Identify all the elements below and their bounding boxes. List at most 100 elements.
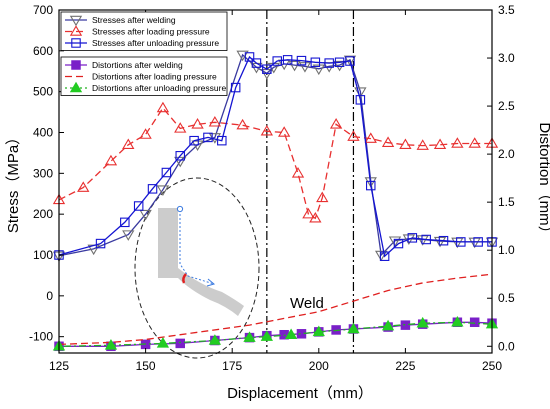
y-left-tick-label: 200 (33, 207, 53, 221)
data-point (251, 58, 262, 68)
data-point (260, 124, 273, 136)
y-left-tick-label: 300 (33, 166, 53, 180)
data-point (174, 156, 187, 168)
data-point (416, 316, 429, 328)
legend-box (60, 56, 228, 96)
x-tick-label: 225 (395, 359, 415, 373)
data-point (329, 118, 343, 129)
data-point (262, 64, 272, 74)
y-right-tick-label: 0.5 (498, 291, 515, 305)
data-point (310, 57, 321, 68)
y-axis-right-title: Distortion（mm） (536, 122, 550, 240)
data-point (381, 136, 395, 147)
data-point (147, 184, 158, 194)
data-point (334, 57, 345, 68)
data-point (347, 322, 360, 334)
data-point (230, 82, 241, 93)
data-point (120, 217, 130, 228)
y-axis-left-title: Stress（MPa） (5, 130, 22, 233)
weld-annotation: Weld (290, 295, 324, 312)
data-point (374, 250, 388, 262)
data-point (468, 137, 481, 148)
data-point (407, 233, 418, 243)
data-point (388, 236, 402, 247)
data-point (156, 101, 170, 113)
data-point (433, 236, 447, 248)
legend-stress: Stresses after welding Stresses after loa… (60, 11, 228, 51)
data-point (174, 122, 187, 133)
data-point (288, 60, 301, 72)
x-tick-label: 200 (309, 359, 329, 373)
data-point (272, 56, 282, 66)
y-right-tick-label: 3.0 (498, 51, 515, 65)
data-point (161, 167, 172, 178)
y-left-tick-label: 100 (33, 248, 53, 262)
data-point (175, 151, 185, 161)
y-left-tick-label: 500 (33, 85, 53, 99)
legend-label: Stresses after unloading pressure (92, 38, 219, 48)
data-point (400, 320, 411, 330)
data-point (355, 95, 366, 105)
x-tick-label: 175 (222, 359, 242, 373)
data-point (379, 251, 390, 261)
data-point (278, 126, 291, 137)
data-point (104, 339, 118, 350)
series-stresses-after-welding (52, 50, 499, 263)
x-tick-label: 150 (136, 359, 156, 373)
data-point (69, 81, 83, 93)
data-point (217, 135, 227, 146)
data-point (347, 130, 360, 141)
y-left-tick-label: 700 (33, 3, 53, 17)
data-point (291, 167, 305, 178)
data-point (77, 181, 90, 192)
data-point (156, 185, 170, 196)
data-point (451, 315, 464, 327)
legend-entry: Stresses after welding (65, 15, 176, 27)
data-point (393, 238, 404, 249)
data-point (191, 140, 204, 152)
data-point (473, 237, 483, 247)
data-point (156, 337, 170, 348)
data-point (438, 235, 449, 246)
frame-layer (58, 9, 493, 354)
data-point (191, 118, 204, 129)
data-point (421, 234, 431, 245)
plot-frame (58, 9, 493, 354)
legend-entry: Stresses after unloading pressure (65, 38, 219, 48)
legend-box (60, 11, 228, 51)
legend-entry: Distortions after welding (65, 60, 183, 70)
y-right-tick-label: 3.5 (498, 3, 515, 17)
inset-outline (134, 177, 260, 359)
legend-label: Distortions after loading pressure (92, 72, 217, 82)
legend-entry: Distortions after unloading pressure (65, 81, 226, 93)
measurement-path (179, 210, 215, 285)
data-point (324, 58, 334, 68)
legend-entry: Distortions after loading pressure (65, 72, 217, 82)
data-point (343, 55, 357, 67)
series-line (58, 273, 493, 346)
data-point (243, 331, 256, 342)
y-left-tick-label: 0 (46, 289, 53, 303)
data-point (71, 38, 81, 48)
data-point (451, 137, 464, 148)
data-point (139, 128, 152, 139)
y-right-tick-label: 1.5 (498, 195, 515, 209)
data-point (260, 330, 273, 341)
y-right-tick-label: 0.0 (498, 339, 515, 353)
series-layer (52, 50, 499, 352)
data-point (433, 138, 447, 149)
x-tick-label: 250 (482, 359, 502, 373)
data-point (316, 191, 329, 203)
data-point (122, 230, 135, 241)
plot-area (266, 10, 355, 353)
y-left-tick-label: 600 (33, 44, 53, 58)
legend-distortion: Distortions after welding Distortions aft… (60, 56, 228, 96)
data-point (309, 211, 322, 223)
data-point (122, 138, 135, 149)
series-stresses-after-loading-pressure (52, 101, 499, 223)
data-point (312, 325, 325, 337)
data-point (416, 139, 429, 150)
data-point (402, 234, 416, 245)
weld-inset-illustration (134, 177, 260, 359)
